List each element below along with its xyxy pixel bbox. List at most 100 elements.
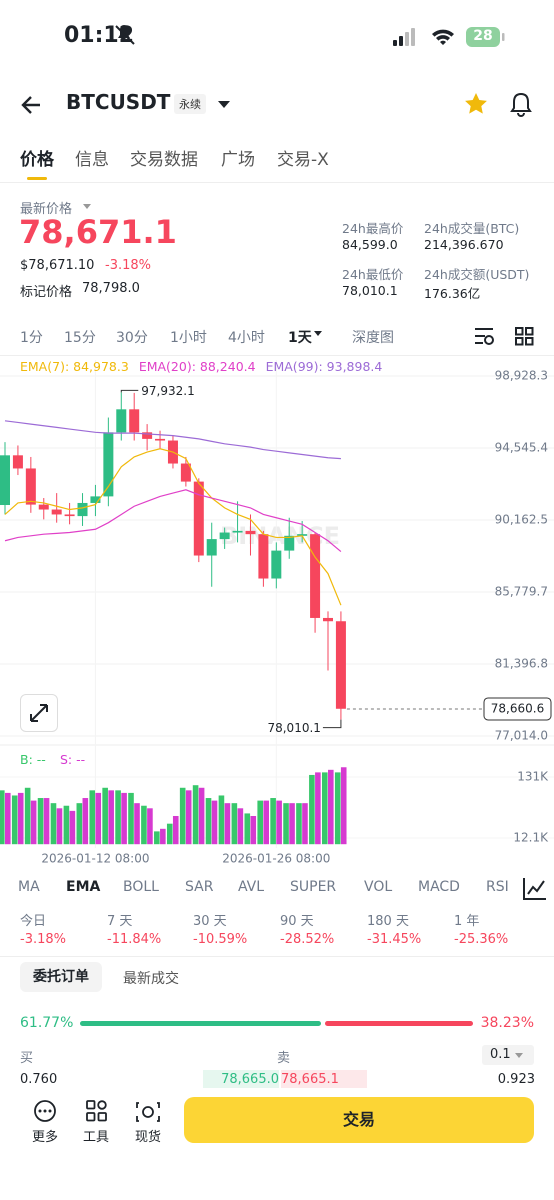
interval-tab[interactable]: 1天 <box>288 330 312 346</box>
book-header: 卖 <box>277 1051 291 1066</box>
candle-body <box>77 502 88 517</box>
performance-label: 今日 <box>20 914 47 929</box>
expand-button[interactable] <box>20 694 58 732</box>
volume-bar <box>24 787 31 845</box>
performance-value: -10.59% <box>193 932 248 947</box>
volume-bar <box>205 798 212 845</box>
precision-select[interactable]: 0.1 <box>482 1045 534 1065</box>
candle-body <box>103 432 114 497</box>
performance-value: -3.18% <box>20 932 66 947</box>
interval-tab[interactable]: 4小时 <box>228 330 265 346</box>
indicator-tab[interactable]: RSI <box>486 879 509 895</box>
tab[interactable]: 广场 <box>221 150 255 170</box>
order-tab[interactable]: 最新成交 <box>123 971 179 987</box>
high-marker <box>120 389 139 393</box>
back-button[interactable] <box>21 96 40 114</box>
indicator-tab[interactable]: MACD <box>418 879 460 895</box>
volume-legend: B: -- <box>20 752 46 767</box>
interval-tab[interactable]: 15分 <box>64 330 96 346</box>
symbol-dropdown[interactable] <box>218 101 230 108</box>
layout-toggle[interactable] <box>515 327 534 346</box>
last-price: 78,671.1 <box>19 213 177 251</box>
volume-bar <box>154 831 160 845</box>
y-tick-label: 81,396.8 <box>495 657 548 671</box>
candle-body <box>142 432 153 439</box>
indicator-tab[interactable]: VOL <box>364 879 393 895</box>
volume-bar <box>121 792 127 845</box>
volume-bar <box>340 767 347 845</box>
volume-bar <box>11 795 18 845</box>
high-label: 97,932.1 <box>141 384 194 398</box>
bottom-nav-icons <box>34 1100 160 1122</box>
tab[interactable]: 价格 <box>20 150 54 170</box>
candle-body <box>155 438 166 441</box>
volume-bar <box>334 772 341 845</box>
buy-ratio-label: 61.77% <box>20 1015 74 1031</box>
indicator-tab[interactable]: AVL <box>238 879 265 895</box>
battery-level: 28 <box>473 28 493 44</box>
indicator-settings[interactable] <box>520 874 550 904</box>
contract-tag: 永续 <box>174 94 206 114</box>
y-tick-label: 85,779.7 <box>495 585 548 599</box>
candle-body <box>38 504 49 510</box>
volume-bar <box>102 787 108 845</box>
indicator-tab[interactable]: SAR <box>185 879 214 895</box>
tab[interactable]: 交易数据 <box>130 150 198 170</box>
performance-value: -25.36% <box>454 932 509 947</box>
volume-bar <box>263 800 269 845</box>
interval-tab[interactable]: 深度图 <box>352 330 394 346</box>
volume-bar <box>134 803 140 845</box>
performance-label: 7 天 <box>107 914 133 929</box>
tab[interactable]: 信息 <box>75 150 109 170</box>
candle-body <box>116 409 127 433</box>
price-label: 最新价格 <box>20 202 73 217</box>
indicator-tab[interactable]: MA <box>18 879 40 895</box>
alert-bell[interactable] <box>510 92 532 117</box>
tab[interactable]: 交易-X <box>277 150 329 170</box>
volume-bar <box>63 805 70 845</box>
interval-tab[interactable]: 30分 <box>116 330 148 346</box>
chart-settings[interactable] <box>475 328 494 345</box>
chart-tool-icons <box>314 327 534 346</box>
volume-bar <box>322 772 328 845</box>
trade-button[interactable]: 交易 <box>184 1097 534 1143</box>
stat-label: 24h最高价 <box>342 221 404 236</box>
low-marker <box>322 719 342 729</box>
order-tab[interactable]: 委托订单 <box>20 962 102 992</box>
volume-bar <box>244 813 251 845</box>
indicator-tab[interactable]: BOLL <box>123 879 159 895</box>
stat-value: 84,599.0 <box>342 237 398 252</box>
indicator-tab[interactable]: SUPER <box>290 879 337 895</box>
bottom-nav-label[interactable]: 工具 <box>82 1130 109 1145</box>
candle-body <box>271 550 282 579</box>
y-tick-label: 98,928.3 <box>495 369 548 383</box>
candle-body <box>64 514 75 517</box>
volume-bar <box>160 828 166 845</box>
volume-bar <box>37 798 44 845</box>
candle-body <box>284 535 295 551</box>
x-tick-label: 2026-01-12 08:00 <box>41 852 149 866</box>
x-tick-label: 2026-01-26 08:00 <box>222 852 330 866</box>
book-header: 买 <box>20 1051 34 1066</box>
performance-value: -31.45% <box>367 932 422 947</box>
volume-bar <box>231 803 238 845</box>
legend-value: 84,978.3 <box>73 359 129 374</box>
y-tick-label: 77,014.0 <box>495 729 548 743</box>
volume-bar <box>309 774 315 845</box>
symbol[interactable]: BTCUSDT <box>66 90 171 114</box>
interval-tab[interactable]: 1分 <box>20 330 43 346</box>
volume-bar <box>250 815 257 845</box>
status-time: 01:12 <box>64 23 135 48</box>
bottom-nav-label[interactable]: 更多 <box>31 1130 58 1145</box>
indicator-tab[interactable]: EMA <box>66 879 101 895</box>
favorite-star[interactable] <box>465 93 487 114</box>
interval-tab[interactable]: 1小时 <box>170 330 207 346</box>
sell-ratio-label: 38.23% <box>480 1015 534 1031</box>
volume-bar <box>198 787 205 845</box>
volume-bar <box>296 803 302 845</box>
volume-bar <box>50 803 57 845</box>
book-ask: 78,665.1 <box>281 1070 367 1090</box>
bottom-nav-label[interactable]: 现货 <box>134 1130 161 1145</box>
legend-name: EMA(99) <box>266 359 327 374</box>
